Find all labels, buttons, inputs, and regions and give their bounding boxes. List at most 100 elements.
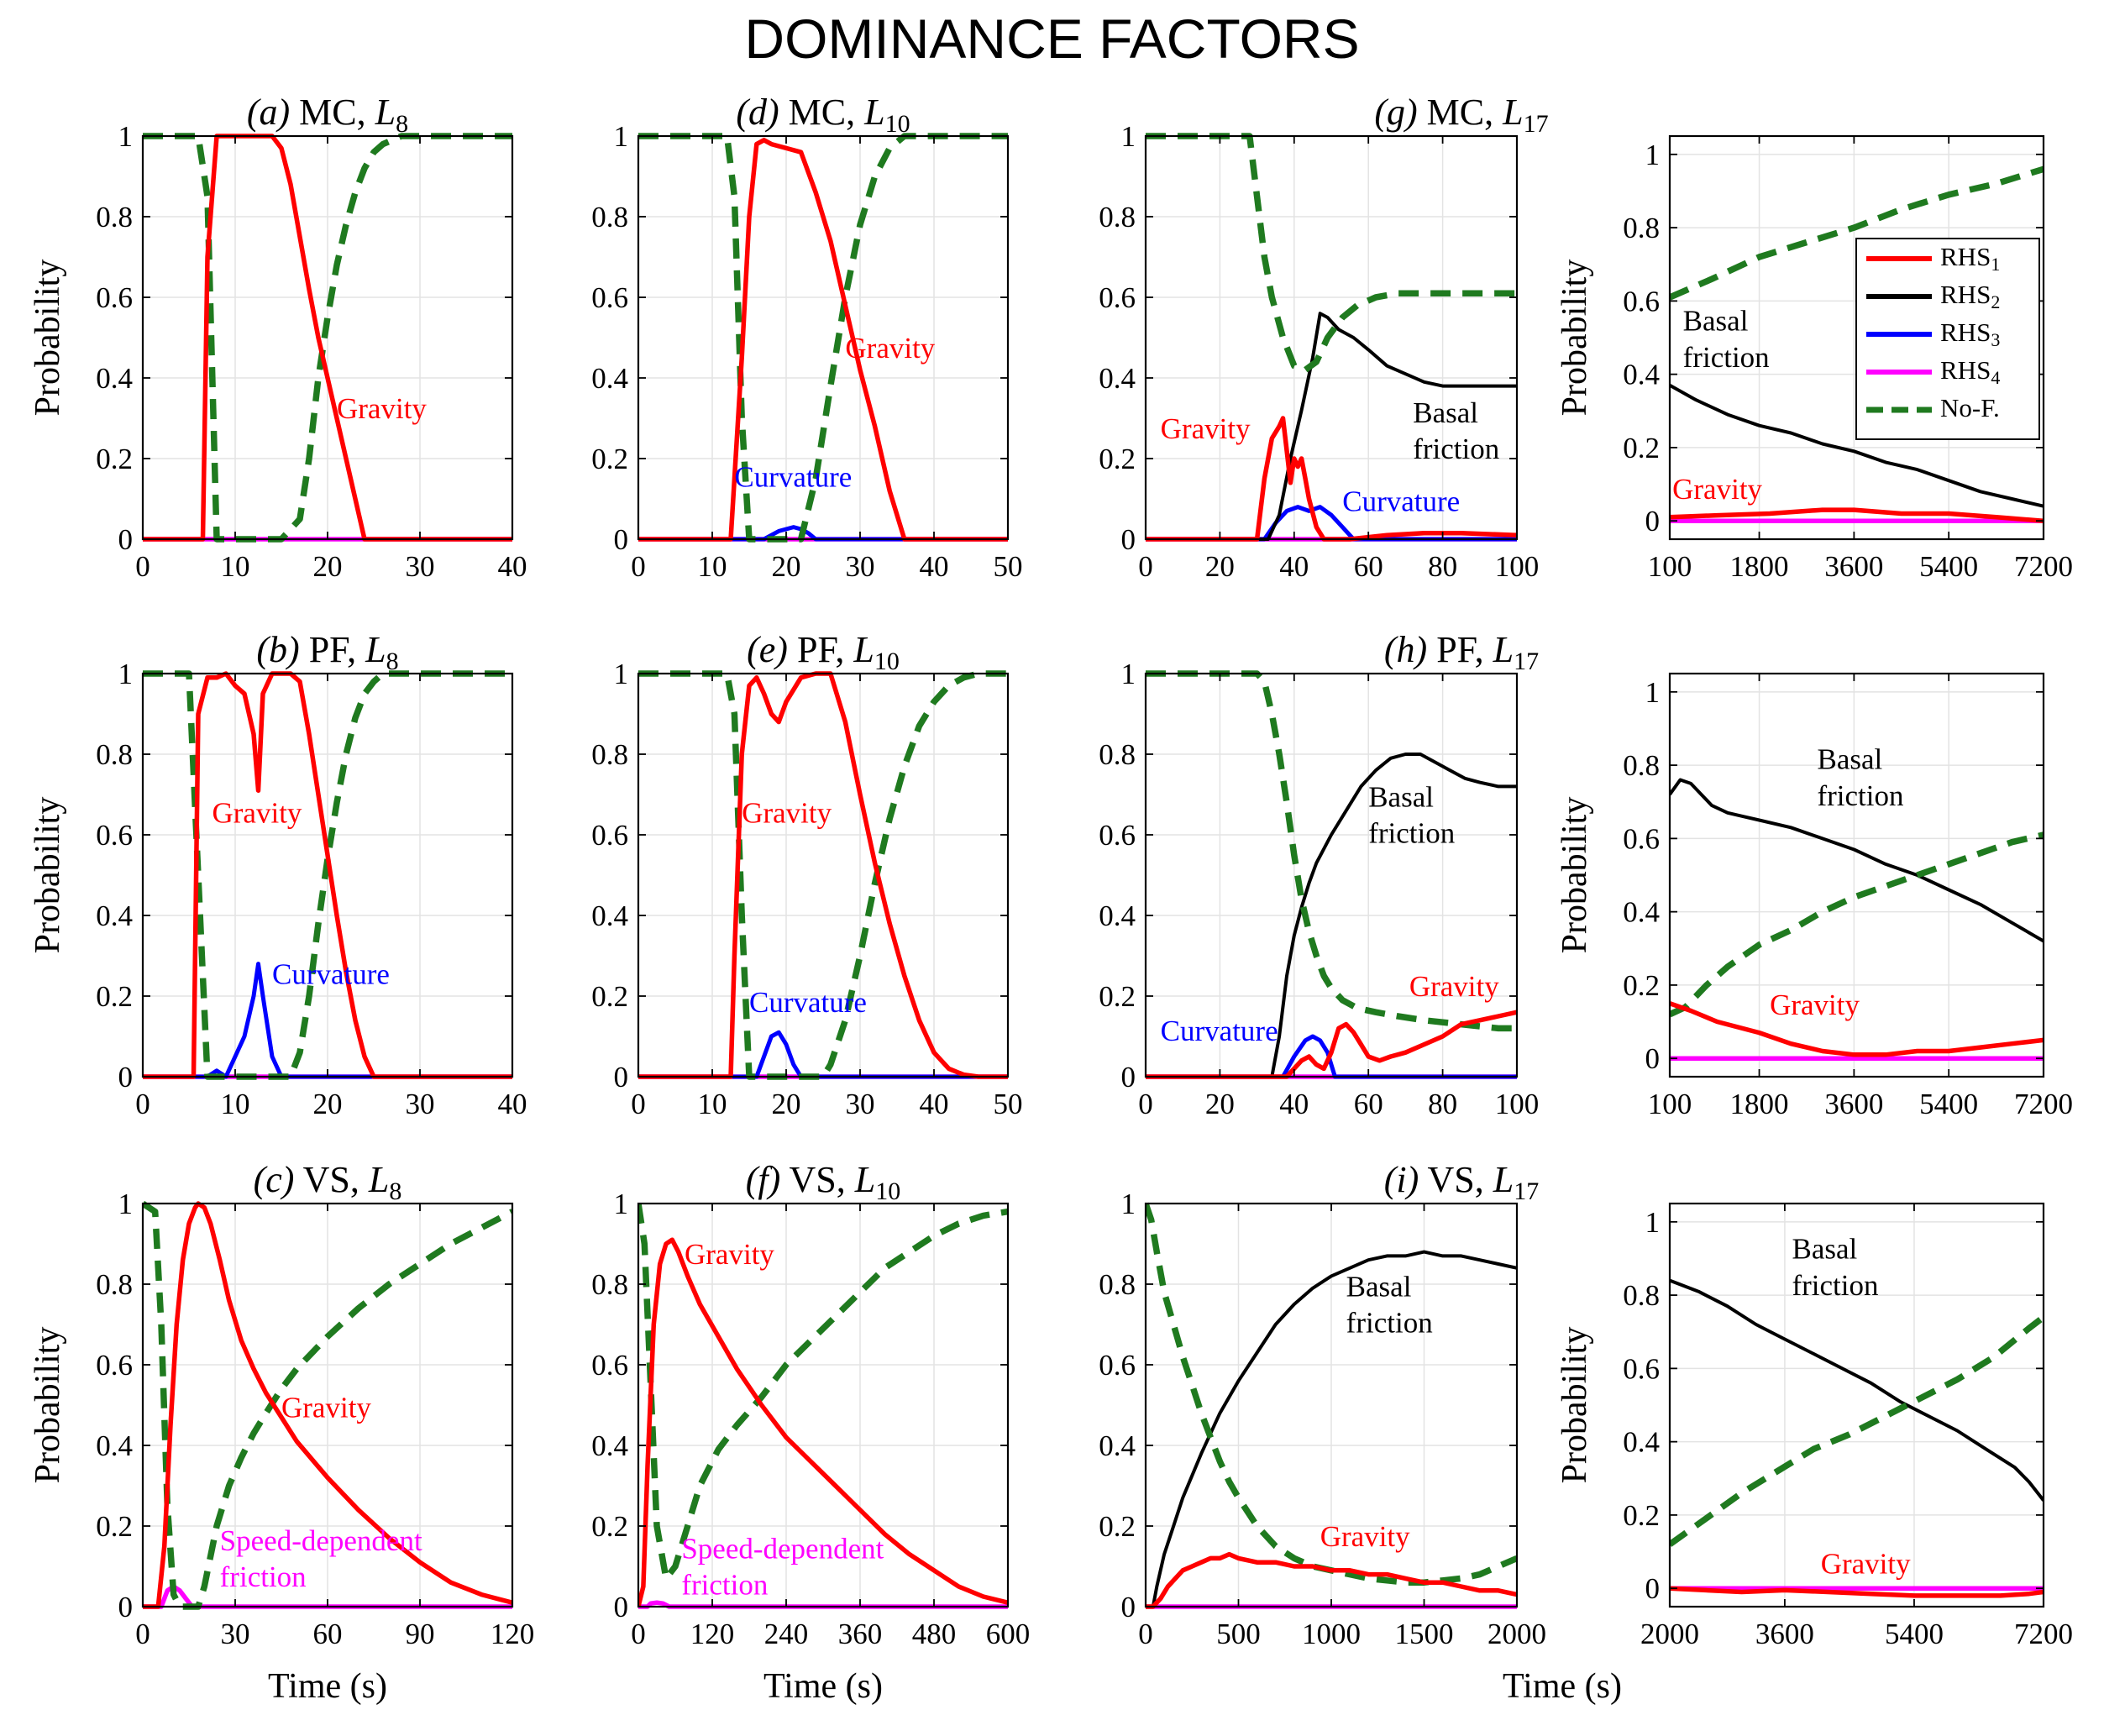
panel-b: 0 10 20 30 40 0 0.2 0.4 0.6 0.8 1 (b) PF, L8 Probabi… bbox=[29, 629, 527, 1120]
y-tick-label: 0.6 bbox=[591, 281, 628, 314]
y-tick-label: 0.2 bbox=[1099, 1510, 1136, 1543]
x-tick-label: 1800 bbox=[1730, 1088, 1789, 1120]
annotation-label: Gravity bbox=[1320, 1520, 1410, 1553]
x-tick-label: 40 bbox=[1279, 550, 1309, 583]
x-tick-label: 0 bbox=[631, 1088, 646, 1120]
x-tick-label: 0 bbox=[1138, 550, 1153, 583]
annotation-label: Curvature bbox=[734, 461, 852, 494]
annotation-label: Basal bbox=[1817, 742, 1882, 775]
x-tick-label: 60 bbox=[313, 1618, 343, 1650]
x-tick-label: 20 bbox=[1205, 550, 1235, 583]
y-tick-label: 0.6 bbox=[591, 1349, 628, 1382]
y-tick-label: 1 bbox=[1645, 1206, 1661, 1239]
y-tick-label: 0 bbox=[1121, 1061, 1136, 1094]
x-tick-label: 480 bbox=[912, 1618, 957, 1650]
x-tick-label: 10 bbox=[221, 550, 250, 583]
y-tick-label: 0 bbox=[614, 523, 629, 556]
y-tick-label: 0.8 bbox=[96, 1268, 133, 1301]
legend-entry: No-F. bbox=[1940, 393, 2000, 422]
panel-title: (b) PF, L8 bbox=[256, 629, 398, 675]
y-tick-label: 0.6 bbox=[96, 819, 133, 852]
series-RHS2 bbox=[1146, 312, 1517, 541]
plot-frame bbox=[637, 672, 1010, 1078]
plot-frame bbox=[1668, 134, 2045, 541]
y-tick-label: 1 bbox=[118, 1188, 134, 1220]
series-RHS1 bbox=[1670, 1586, 2044, 1598]
series-group bbox=[1670, 165, 2044, 523]
y-tick-label: 0.8 bbox=[1099, 1268, 1136, 1301]
x-axis-label: Time (s) bbox=[763, 1667, 883, 1706]
x-tick-label: 10 bbox=[698, 550, 727, 583]
y-tick-label: 0.8 bbox=[1099, 201, 1136, 233]
series-group bbox=[143, 1200, 512, 1610]
x-tick-label: 120 bbox=[491, 1618, 535, 1650]
y-tick-label: 0.4 bbox=[591, 1429, 628, 1462]
annotation-label: Curvature bbox=[749, 986, 867, 1019]
y-tick-label: 0 bbox=[118, 1591, 134, 1623]
series-RHS1 bbox=[143, 134, 512, 542]
series-RHS3 bbox=[143, 962, 512, 1079]
series-RHS1 bbox=[1146, 1551, 1517, 1609]
panel-title: (c) VS, L8 bbox=[254, 1159, 402, 1205]
x-tick-label: 20 bbox=[313, 1088, 343, 1120]
x-tick-label: 40 bbox=[1279, 1088, 1309, 1120]
y-tick-label: 0.8 bbox=[96, 738, 133, 771]
x-tick-label: 60 bbox=[1354, 550, 1383, 583]
annotation-label: Gravity bbox=[685, 1238, 774, 1271]
legend-entry: RHS2 bbox=[1940, 280, 2000, 312]
x-tick-label: 0 bbox=[1138, 1088, 1153, 1120]
x-tick-label: 100 bbox=[1648, 550, 1692, 583]
annotation-label: Basal bbox=[1792, 1232, 1857, 1265]
series-RHS1 bbox=[638, 1237, 1008, 1608]
x-tick-label: 7200 bbox=[2014, 1088, 2073, 1120]
panel-title: (e) PF, L10 bbox=[747, 629, 900, 675]
x-tick-label: 40 bbox=[498, 1088, 527, 1120]
y-tick-label: 1 bbox=[1645, 676, 1661, 709]
x-tick-label: 40 bbox=[920, 550, 949, 583]
series-group bbox=[1670, 778, 2044, 1061]
x-tick-label: 40 bbox=[920, 1088, 949, 1120]
y-tick-label: 0 bbox=[1645, 1572, 1661, 1605]
x-tick-label: 120 bbox=[690, 1618, 735, 1650]
x-tick-label: 80 bbox=[1428, 550, 1457, 583]
plot-frame bbox=[1668, 1202, 2045, 1608]
annotation-label: friction bbox=[1817, 779, 1903, 812]
y-tick-label: 0.2 bbox=[1099, 980, 1136, 1013]
y-tick-label: 0 bbox=[118, 1061, 134, 1094]
panel-i2: 2000 3600 5400 7200 0 0.2 0.4 0.6 0.8 1 Probabilit… bbox=[1556, 1202, 2073, 1650]
x-tick-label: 2000 bbox=[1640, 1618, 1699, 1650]
x-tick-label: 3600 bbox=[1755, 1618, 1814, 1650]
x-tick-label: 3600 bbox=[1824, 1088, 1883, 1120]
series-NoF bbox=[143, 133, 512, 543]
plot-frame bbox=[1144, 672, 1519, 1078]
series-RHS1 bbox=[143, 1201, 512, 1609]
y-tick-label: 0 bbox=[614, 1591, 629, 1623]
series-RHS3 bbox=[638, 1030, 1008, 1079]
annotation-label: friction bbox=[1792, 1269, 1878, 1302]
panel-title: (g) MC, L17 bbox=[1374, 92, 1548, 138]
panel-h: 0 20 40 60 80 100 0 0.2 0.4 0.6 0.8 1 (h) PF, L17 Bas… bbox=[1099, 629, 1539, 1120]
y-tick-label: 1 bbox=[614, 120, 629, 153]
x-tick-label: 0 bbox=[631, 1618, 646, 1650]
y-tick-label: 0.4 bbox=[1099, 362, 1136, 395]
y-tick-label: 0.4 bbox=[96, 899, 133, 932]
annotation-label: Curvature bbox=[272, 958, 390, 991]
x-tick-label: 5400 bbox=[1919, 550, 1978, 583]
y-tick-label: 0.4 bbox=[1623, 359, 1660, 391]
series-RHS2 bbox=[1146, 753, 1517, 1078]
annotation-label: friction bbox=[220, 1560, 307, 1593]
x-tick-label: 5400 bbox=[1919, 1088, 1978, 1120]
panel-i: 0 500 1000 1500 2000 0 0.2 0.4 0.6 0.8 1 (i) VS, L1… bbox=[1099, 1159, 1622, 1706]
x-axis-label: Time (s) bbox=[268, 1667, 387, 1706]
annotation-label: Gravity bbox=[742, 797, 832, 830]
y-tick-label: 0.2 bbox=[1623, 1499, 1660, 1532]
x-tick-label: 10 bbox=[698, 1088, 727, 1120]
y-axis-label: Probability bbox=[29, 797, 67, 954]
series-RHS1 bbox=[1670, 1001, 2044, 1057]
y-tick-label: 0 bbox=[1645, 505, 1661, 538]
x-tick-label: 0 bbox=[1138, 1618, 1153, 1650]
x-tick-label: 30 bbox=[406, 550, 435, 583]
y-tick-label: 0.4 bbox=[1099, 899, 1136, 932]
y-axis-label: Probability bbox=[1556, 260, 1594, 417]
x-tick-label: 0 bbox=[631, 550, 646, 583]
